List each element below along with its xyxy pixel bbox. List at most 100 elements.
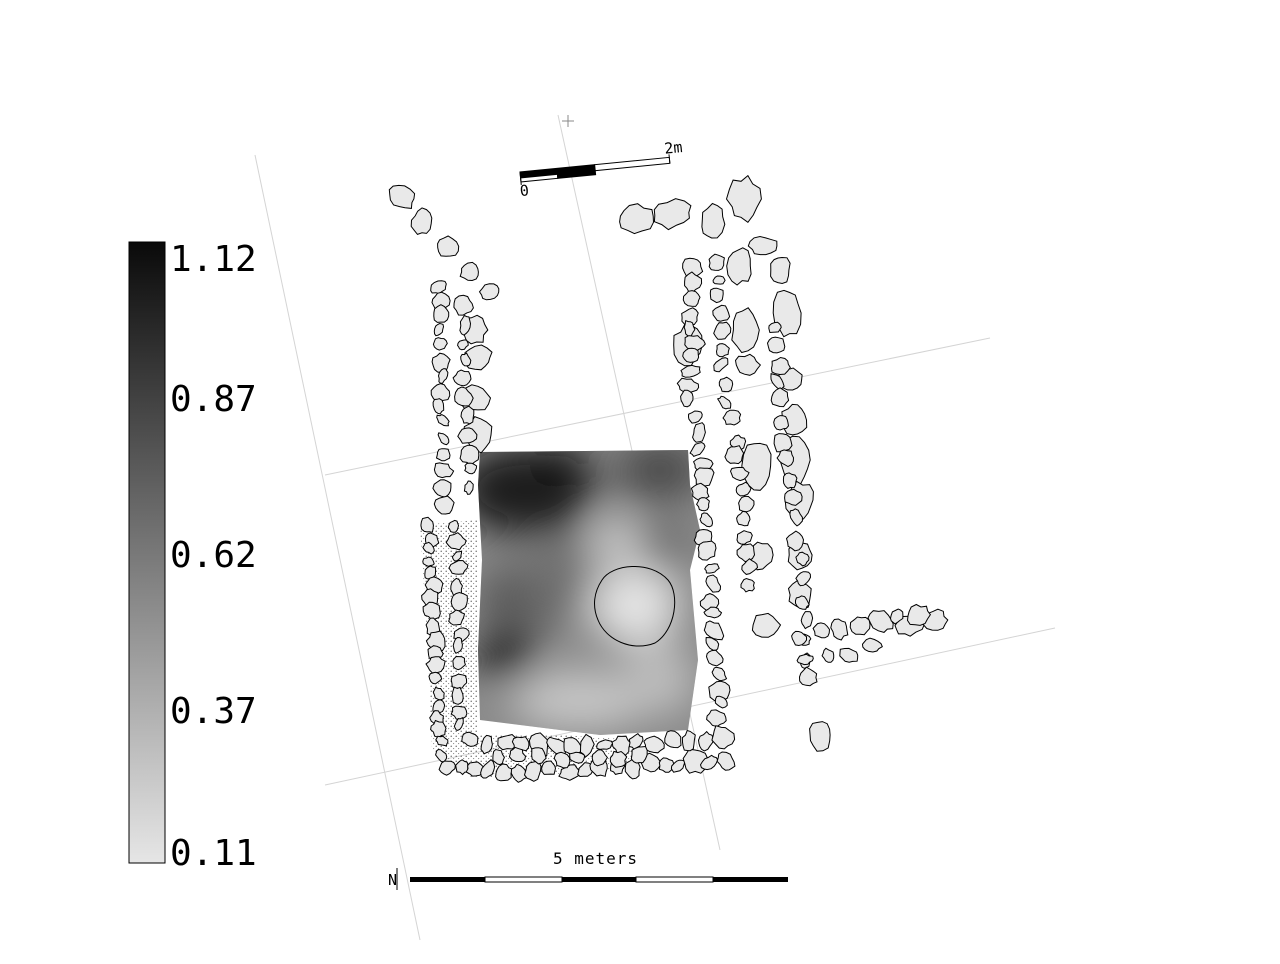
stone-outline: [422, 541, 435, 555]
stone-outline: [619, 203, 655, 235]
stone-outline: [433, 462, 455, 479]
stone-outline: [703, 620, 725, 641]
stone-outline: [435, 448, 451, 462]
stone-outline: [492, 748, 505, 766]
stone-outline: [736, 543, 756, 563]
stone-outline: [709, 287, 724, 304]
stone-outline: [849, 616, 871, 636]
stone-outline: [770, 256, 791, 285]
north-arrow-icon: N: [388, 868, 398, 890]
stone-outline: [682, 347, 700, 363]
stone-outline: [460, 352, 472, 367]
scale-segment: [556, 170, 597, 179]
stone-outline: [697, 540, 717, 561]
stone-outline: [437, 368, 449, 384]
stone-outline: [706, 709, 727, 728]
top-scale-bar: 0 2m: [519, 138, 683, 200]
stone-outline: [697, 730, 715, 752]
stone-outline: [684, 271, 703, 293]
stone-outline: [451, 686, 464, 705]
stone-outline: [695, 497, 710, 512]
stone-outline: [784, 488, 803, 506]
stone-outline: [729, 466, 750, 482]
stone-outline: [609, 750, 628, 768]
stone-outline: [388, 184, 416, 209]
crosshair-marks: [562, 115, 574, 127]
scale-segment: [410, 877, 485, 882]
stone-outline: [735, 481, 752, 497]
legend-label-max: 1.12: [170, 239, 257, 280]
stone-outline: [713, 321, 732, 340]
stone-outline: [741, 442, 772, 491]
stone-outline: [716, 395, 732, 410]
stone-outline: [741, 558, 759, 575]
stone-outline: [773, 415, 790, 431]
stone-outline: [726, 247, 752, 286]
stone-outline: [725, 174, 762, 223]
stone-outline: [450, 591, 468, 612]
stone-outline: [889, 608, 904, 625]
stone-outline: [433, 495, 455, 515]
legend: 1.12 0.87 0.62 0.37 0.11: [128, 239, 257, 874]
stone-outline: [454, 386, 474, 407]
legend-label-min: 0.11: [170, 833, 257, 874]
stone-outline: [776, 449, 795, 468]
stone-outline: [718, 376, 734, 393]
stone-outline: [465, 761, 484, 777]
stone-outline: [459, 444, 480, 466]
stone-outline: [452, 636, 463, 654]
stone-outline: [433, 322, 445, 337]
scale-segment: [635, 876, 714, 883]
stone-outline: [480, 759, 496, 779]
stone-outline: [712, 304, 731, 322]
stone-outline: [531, 747, 547, 765]
stone-outline: [722, 409, 742, 426]
stone-outline: [457, 339, 469, 351]
stone-outline: [701, 202, 726, 239]
stone-outline: [773, 433, 793, 453]
stone-outline: [798, 666, 818, 687]
grid-line: [254, 154, 421, 941]
stone-outline: [511, 736, 530, 752]
stone-outline: [715, 343, 730, 358]
stone-outline: [569, 751, 586, 764]
stone-outline: [460, 405, 475, 425]
stone-outline: [682, 290, 701, 307]
stone-outline: [690, 482, 710, 502]
scale-segment: [594, 156, 671, 172]
stone-outline: [736, 510, 751, 527]
stone-outline: [796, 653, 814, 666]
stone-outline: [821, 647, 835, 663]
stone-outline: [459, 314, 472, 336]
pit-feature-outline: [594, 566, 676, 647]
stone-outline: [420, 516, 434, 533]
stone-outline: [435, 735, 449, 747]
stone-outline: [680, 389, 694, 408]
stone-outline: [432, 398, 445, 415]
legend-label-low: 0.37: [170, 691, 257, 732]
stone-outline: [716, 751, 736, 771]
heatmap: [478, 450, 700, 735]
stone-outline: [711, 725, 736, 750]
stone-outline: [683, 320, 696, 338]
stone-outline: [457, 427, 478, 444]
legend-label-mid: 0.62: [170, 535, 257, 576]
legend-label-high: 0.87: [170, 379, 257, 420]
stone-outline: [830, 618, 849, 641]
stone-outline: [703, 606, 723, 619]
stone-outline: [558, 764, 581, 781]
dotted-deposit-zone: [420, 520, 640, 778]
stone-outline: [740, 577, 755, 593]
stone-outline: [734, 353, 762, 376]
stone-outline: [428, 671, 443, 685]
stone-outline: [684, 335, 706, 352]
stone-outline: [453, 716, 464, 731]
stone-outline: [438, 760, 456, 776]
stone-outline: [768, 321, 782, 334]
stone-outline: [731, 307, 760, 354]
stone-outline: [432, 479, 452, 498]
stone-outline: [630, 745, 648, 764]
stone-outline: [736, 530, 753, 545]
legend-color-bar: [128, 241, 166, 864]
